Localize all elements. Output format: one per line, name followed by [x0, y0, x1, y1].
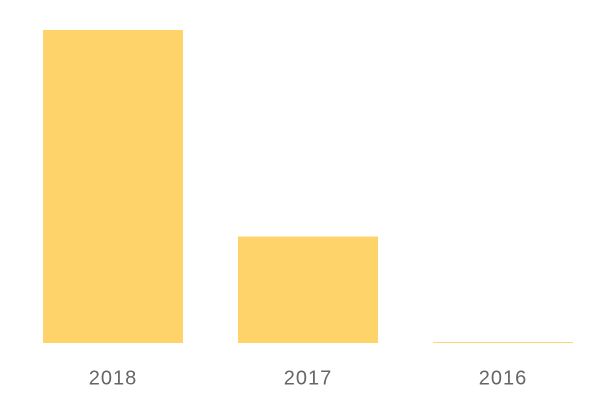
- x-tick-label: 2016: [479, 367, 528, 389]
- bar: [238, 236, 378, 343]
- x-tick-label: 2017: [284, 367, 333, 389]
- x-tick-label: 2018: [89, 367, 138, 389]
- bar: [433, 342, 573, 343]
- bar: [43, 30, 183, 343]
